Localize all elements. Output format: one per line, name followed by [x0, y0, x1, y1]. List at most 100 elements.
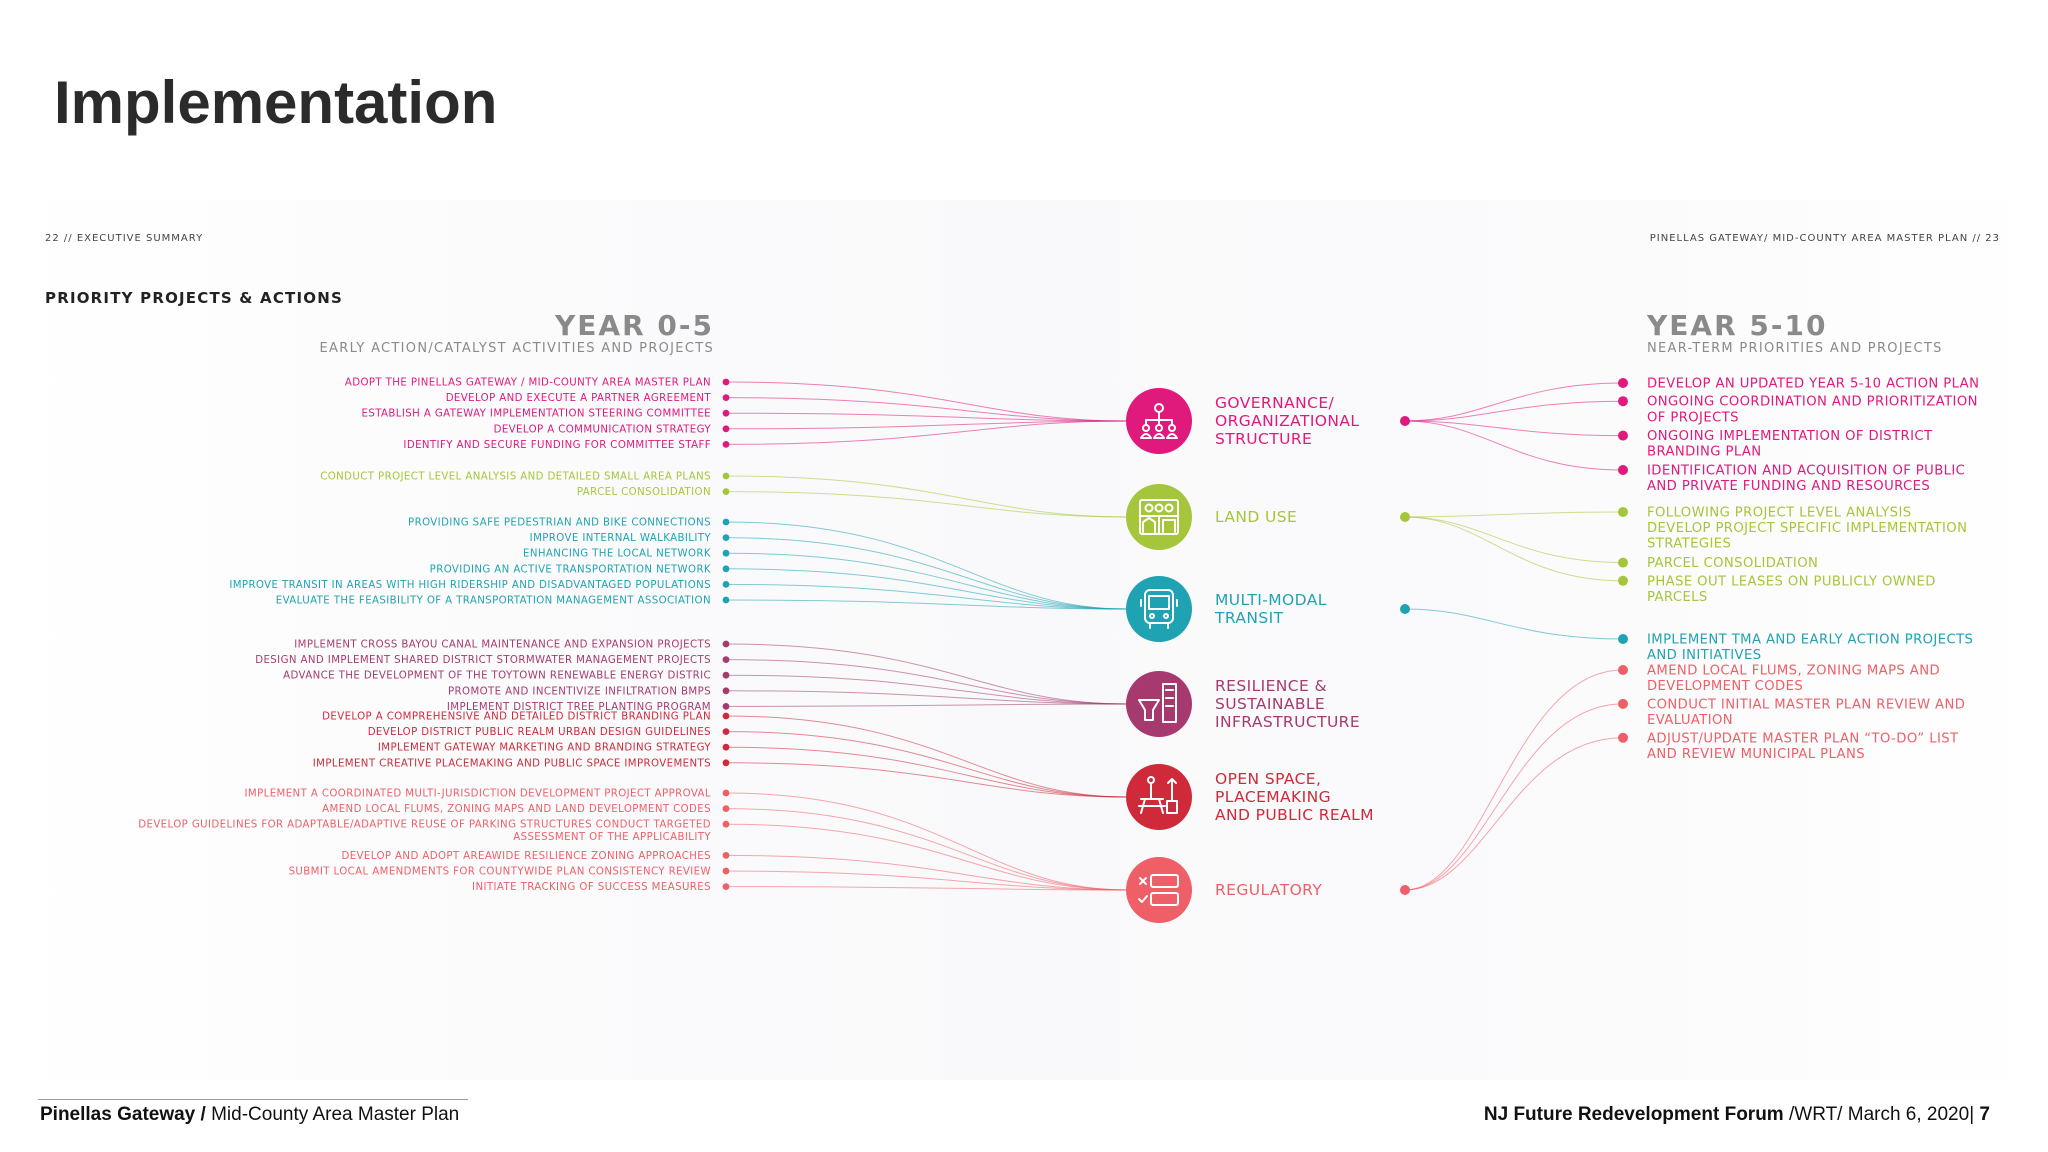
report-header-left: 22 // EXECUTIVE SUMMARY	[45, 233, 203, 244]
left-action-regulatory-2-connector	[725, 808, 1127, 891]
left-action-multi-modal-2-connector	[725, 537, 1127, 610]
left-action-resilience-3-connector	[725, 674, 1127, 705]
left-action-open-space-1-connector	[725, 715, 1127, 798]
left-action-land-use-1: CONDUCT PROJECT LEVEL ANALYSIS AND DETAI…	[320, 472, 711, 483]
left-action-multi-modal-4: PROVIDING AN ACTIVE TRANSPORTATION NETWO…	[430, 564, 711, 575]
right-action-land-use-1: FOLLOWING PROJECT LEVEL ANALYSIS DEVELOP …	[1647, 506, 1967, 552]
right-action-governance-1-connector	[1404, 382, 1624, 422]
left-action-regulatory-5-dot	[722, 867, 730, 875]
right-year-heading: YEAR 5-10	[1646, 309, 1827, 342]
left-action-regulatory-1: IMPLEMENT A COORDINATED MULTI-JURISDICTI…	[244, 789, 711, 800]
left-action-governance-4-dot	[722, 425, 730, 433]
left-action-multi-modal-1: PROVIDING SAFE PEDESTRIAN AND BIKE CONNE…	[408, 518, 711, 529]
right-action-governance-1-dot	[1618, 378, 1628, 388]
right-action-governance-4-connector	[1404, 420, 1624, 471]
left-action-resilience-3: ADVANCE THE DEVELOPMENT OF THE TOYTOWN R…	[283, 671, 711, 682]
left-action-regulatory-1-dot	[722, 789, 730, 797]
hub-governance-dot	[1400, 416, 1410, 426]
right-action-land-use-1-connector	[1404, 511, 1624, 518]
left-action-regulatory-4-dot	[722, 852, 730, 859]
left-action-regulatory-1-connector	[725, 792, 1127, 891]
right-action-land-use-2-dot	[1618, 557, 1628, 568]
left-action-resilience-2-dot	[722, 656, 730, 663]
right-action-land-use-2-connector	[1404, 516, 1624, 564]
left-action-resilience-5-connector	[725, 703, 1127, 707]
left-action-multi-modal-3: ENHANCING THE LOCAL NETWORK	[523, 549, 711, 560]
category-resilience: RESILIENCE & SUSTAINABLE INFRASTRUCTURE	[1126, 671, 1360, 737]
right-action-regulatory-1: AMEND LOCAL FLUMS, ZONING MAPS AND DEVELO…	[1647, 664, 1940, 695]
category-land-use: LAND USE	[1126, 484, 1297, 550]
left-action-resilience-2-connector	[725, 659, 1127, 705]
left-action-resilience-2: DESIGN AND IMPLEMENT SHARED DISTRICT STO…	[255, 655, 711, 666]
left-action-governance-3-dot	[722, 409, 730, 417]
infrastructure-icon	[1138, 683, 1177, 723]
footer-document-name: Mid-County Area Master Plan	[205, 1104, 460, 1125]
hub-regulatory-dot	[1400, 885, 1410, 895]
picnic-table-icon	[1138, 776, 1178, 814]
left-action-open-space-3: IMPLEMENT GATEWAY MARKETING AND BRANDING…	[378, 743, 711, 754]
left-action-governance-1-connector	[725, 381, 1127, 422]
left-action-governance-1: ADOPT THE PINELLAS GATEWAY / MID-COUNTY …	[345, 378, 711, 389]
left-action-governance-5-dot	[722, 441, 730, 448]
left-action-regulatory-3: DEVELOP GUIDELINES FOR ADAPTABLE/ADAPTIV…	[138, 820, 711, 844]
right-action-regulatory-2-connector	[1404, 703, 1624, 891]
bus-icon	[1140, 589, 1178, 629]
report-spread: 22 // EXECUTIVE SUMMARY PINELLAS GATEWAY…	[0, 200, 2048, 1080]
report-header-right: PINELLAS GATEWAY/ MID-COUNTY AREA MASTER…	[1650, 233, 2000, 244]
right-action-regulatory-2: CONDUCT INITIAL MASTER PLAN REVIEW AND EV…	[1647, 697, 1965, 728]
category-resilience-label: RESILIENCE & SUSTAINABLE INFRASTRUCTURE	[1215, 677, 1360, 731]
category-open-space-label: OPEN SPACE, PLACEMAKING AND PUBLIC REALM	[1215, 770, 1374, 824]
priority-projects-diagram: 22 // EXECUTIVE SUMMARY PINELLAS GATEWAY…	[45, 233, 2000, 923]
category-regulatory-label: REGULATORY	[1215, 881, 1322, 899]
left-action-open-space-4-connector	[725, 762, 1127, 798]
left-action-regulatory-6-dot	[722, 883, 730, 890]
left-action-multi-modal-6-dot	[722, 596, 730, 604]
left-action-open-space-1: DEVELOP A COMPREHENSIVE AND DETAILED DIS…	[322, 712, 711, 723]
left-action-open-space-3-connector	[725, 746, 1127, 798]
left-action-governance-4: DEVELOP A COMMUNICATION STRATEGY	[494, 424, 712, 435]
category-land-use-label: LAND USE	[1215, 508, 1297, 526]
right-action-regulatory-3-connector	[1404, 737, 1624, 891]
left-action-resilience-5: IMPLEMENT DISTRICT TREE PLANTING PROGRAM	[447, 702, 711, 713]
right-action-regulatory-1-connector	[1404, 669, 1624, 891]
left-action-resilience-1: IMPLEMENT CROSS BAYOU CANAL MAINTENANCE …	[294, 640, 711, 651]
left-action-governance-2-connector	[725, 397, 1127, 422]
left-year-heading: YEAR 0-5	[554, 309, 714, 342]
left-action-multi-modal-2: IMPROVE INTERNAL WALKABILITY	[530, 533, 712, 544]
left-action-governance-4-connector	[725, 420, 1127, 430]
category-resilience-circle	[1126, 671, 1192, 737]
right-action-governance-3: ONGOING IMPLEMENTATION OF DISTRICT BRANDI…	[1647, 429, 1933, 460]
footer-divider	[38, 1099, 468, 1100]
left-action-land-use-1-connector	[725, 475, 1127, 518]
right-action-land-use-3: PHASE OUT LEASES ON PUBLICLY OWNED PARCEL…	[1647, 574, 1936, 605]
left-action-multi-modal-5-dot	[722, 581, 730, 588]
left-action-open-space-2-connector	[725, 731, 1127, 798]
right-action-multi-modal-1: IMPLEMENT TMA AND EARLY ACTION PROJECTS A…	[1647, 633, 1973, 664]
connector-curves	[725, 381, 1624, 891]
buildings-icon	[1139, 499, 1179, 535]
right-action-regulatory-1-dot	[1618, 665, 1628, 675]
section-title: PRIORITY PROJECTS & ACTIONS	[45, 289, 343, 307]
category-open-space: OPEN SPACE, PLACEMAKING AND PUBLIC REALM	[1126, 764, 1374, 830]
left-action-multi-modal-6-connector	[725, 599, 1127, 610]
category-governance: GOVERNANCE/ORGANIZATIONAL STRUCTURE	[1126, 388, 1359, 454]
org-chart-icon	[1140, 403, 1178, 439]
left-action-governance-3-connector	[725, 412, 1127, 422]
right-action-land-use-3-dot	[1618, 575, 1628, 586]
left-action-resilience-4-dot	[722, 687, 730, 695]
right-action-multi-modal-1-dot	[1618, 634, 1628, 644]
left-action-regulatory-6-connector	[725, 886, 1127, 891]
year-0-5-actions: ADOPT THE PINELLAS GATEWAY / MID-COUNTY …	[138, 378, 730, 893]
footer-event-details: /WRT/ March 6, 2020|	[1783, 1104, 1980, 1125]
left-action-multi-modal-3-connector	[725, 552, 1127, 610]
left-action-multi-modal-4-dot	[722, 565, 730, 573]
hub-multi-modal-dot	[1400, 604, 1410, 614]
right-action-governance-1: DEVELOP AN UPDATED YEAR 5-10 ACTION PLAN	[1647, 377, 1979, 392]
category-multi-modal: MULTI-MODAL TRANSIT	[1126, 576, 1327, 642]
category-multi-modal-label: MULTI-MODAL TRANSIT	[1214, 591, 1327, 627]
left-action-resilience-3-dot	[722, 671, 730, 679]
right-action-regulatory-3-dot	[1618, 732, 1628, 743]
right-action-land-use-1-dot	[1618, 507, 1628, 517]
left-subheading: EARLY ACTION/CATALYST ACTIVITIES AND PRO…	[320, 341, 714, 356]
left-action-open-space-3-dot	[722, 743, 730, 751]
